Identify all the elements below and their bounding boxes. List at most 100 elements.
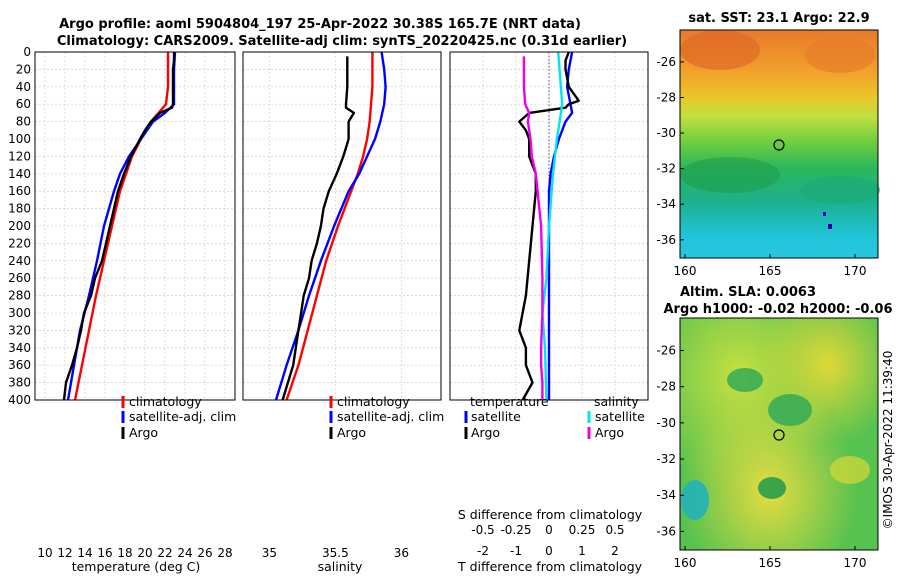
x-tick-label: 35 — [262, 546, 277, 560]
salinity-axes-box — [242, 51, 442, 401]
s-difference-xlabel: S difference from climatology — [458, 507, 643, 522]
lon-tick-label: 160 — [674, 556, 697, 570]
lon-tick-label: 165 — [759, 264, 782, 278]
sst-map-frame — [679, 29, 879, 259]
depth-tick-label: 0 — [23, 45, 31, 59]
sst-cool-patch — [680, 157, 780, 193]
argo-position-marker — [773, 139, 785, 151]
s-tick-label: -0.25 — [500, 523, 531, 537]
depth-tick-labels: 0 20 40 60 80 100 120 140 160 180 200 220 240 260 280 3… — [8, 45, 31, 407]
lat-tick-label: -26 — [656, 343, 676, 357]
depth-tick-label: 280 — [8, 289, 31, 303]
legend-satellite-label: satellite-adj. clim — [129, 409, 236, 424]
salinity-gridlines — [243, 51, 441, 401]
sst-map-title: sat. SST: 23.1 Argo: 22.9 — [688, 11, 869, 26]
x-tick-label: 35.5 — [322, 546, 349, 560]
sst-cool-patch — [800, 176, 880, 204]
sst-map: sat. SST: 23.1 Argo: 22.9 -26 -28 -30 -32 -3… — [656, 11, 880, 278]
lat-tick-label: -34 — [656, 488, 676, 502]
salinity-xlabel: salinity — [318, 559, 363, 574]
depth-tick-label: 20 — [16, 62, 31, 76]
depth-tick-label: 140 — [8, 167, 31, 181]
x-tick-label: 0 — [545, 544, 553, 558]
lat-tick-label: -26 — [656, 55, 676, 69]
x-tick-label: -1 — [510, 544, 522, 558]
lat-tick-label: -36 — [656, 524, 676, 538]
depth-tick-label: 80 — [16, 115, 31, 129]
depth-tick-label: 220 — [8, 236, 31, 250]
lat-tick-label: -30 — [656, 416, 676, 430]
lat-tick-label: -34 — [656, 197, 676, 211]
salinity-panel: 35 35.5 36 salinity climatology satellite-… — [242, 51, 444, 574]
sla-map-title-2: Argo h1000: -0.02 h2000: -0.06 — [663, 302, 892, 317]
series-line-climatology — [73, 52, 170, 401]
legend-argo-label: Argo — [129, 425, 158, 440]
depth-tick-label: 380 — [8, 376, 31, 390]
x-tick-label: 12 — [57, 546, 72, 560]
lat-tick-label: -30 — [656, 126, 676, 140]
series-line-argo — [281, 56, 356, 401]
series-line-argo — [62, 52, 176, 401]
sla-map: Altim. SLA: 0.0063 Argo h1000: -0.02 h20… — [656, 285, 892, 570]
x-tick-label: 36 — [394, 546, 409, 560]
x-tick-label: 28 — [217, 546, 232, 560]
legend-argo-label: Argo — [337, 425, 366, 440]
difference-panel: -2 -1 0 1 2 -0.5 -0.25 0 0.25 0.5 S difference f… — [449, 51, 649, 574]
legend-salinity-heading: salinity — [594, 394, 639, 409]
x-tick-label: 18 — [117, 546, 132, 560]
lon-tick-label: 170 — [844, 264, 867, 278]
temperature-series — [62, 51, 177, 401]
legend-s-argo-label: Argo — [595, 425, 624, 440]
depth-tick-label: 260 — [8, 271, 31, 285]
difference-series — [518, 51, 580, 401]
legend-t-argo-label: Argo — [471, 425, 500, 440]
salinity-series — [274, 51, 387, 401]
sst-axis-ticks: -26 -28 -30 -32 -34 -36 160 165 170 — [656, 55, 866, 278]
temperature-tick-labels: 10 12 14 16 18 20 22 24 26 28 — [37, 546, 232, 560]
sst-cold-pixel — [828, 224, 832, 229]
difference-axes-box — [449, 51, 649, 401]
salinity-tick-labels: 35 35.5 36 — [262, 546, 409, 560]
s-difference-tick-labels: -0.5 -0.25 0 0.25 0.5 — [471, 523, 624, 537]
title-line-1: Argo profile: aoml 5904804_197 25-Apr-20… — [59, 17, 581, 32]
argo-position-marker — [773, 429, 785, 441]
legend-t-satellite-label: satellite — [471, 409, 521, 424]
lon-tick-label: 160 — [674, 264, 697, 278]
sst-warm-patch — [680, 30, 760, 70]
depth-tick-label: 40 — [16, 80, 31, 94]
legend-climatology-label: climatology — [337, 394, 410, 409]
sla-axis-ticks: -26 -28 -30 -32 -34 -36 160 165 170 — [656, 343, 866, 570]
salinity-legend: climatology satellite-adj. clim Argo — [329, 394, 444, 440]
x-tick-label: 1 — [578, 544, 586, 558]
x-tick-label: 2 — [611, 544, 619, 558]
depth-tick-label: 200 — [8, 219, 31, 233]
lat-tick-label: -28 — [656, 380, 676, 394]
depth-tick-label: 320 — [8, 323, 31, 337]
depth-tick-label: 300 — [8, 306, 31, 320]
temperature-gridlines — [35, 51, 235, 401]
x-tick-label: -2 — [477, 544, 489, 558]
lon-tick-label: 165 — [759, 556, 782, 570]
legend-temperature-heading: temperature — [470, 394, 549, 409]
sla-high-patch — [680, 318, 878, 550]
x-tick-label: 26 — [197, 546, 212, 560]
depth-tick-label: 60 — [16, 97, 31, 111]
depth-tick-label: 120 — [8, 149, 31, 163]
sst-warm-patch — [805, 37, 875, 73]
x-tick-label: 22 — [157, 546, 172, 560]
t-difference-xlabel: T difference from climatology — [457, 559, 643, 574]
depth-tick-label: 100 — [8, 132, 31, 146]
imos-credit: ©IMOS 30-Apr-2022 11:39:40 — [881, 351, 895, 530]
s-tick-label: 0.25 — [569, 523, 596, 537]
lat-tick-label: -32 — [656, 162, 676, 176]
sla-map-frame — [679, 317, 879, 551]
depth-tick-label: 360 — [8, 358, 31, 372]
legend-s-satellite-label: satellite — [595, 409, 645, 424]
depth-tick-label: 340 — [8, 341, 31, 355]
sla-map-title-1: Altim. SLA: 0.0063 — [680, 285, 816, 300]
x-tick-label: 16 — [97, 546, 112, 560]
legend-satellite-label: satellite-adj. clim — [337, 409, 444, 424]
t-difference-tick-labels: -2 -1 0 1 2 — [477, 544, 619, 558]
difference-legend: temperature satellite Argo salinity sate… — [464, 394, 645, 440]
sla-high-eddy — [830, 456, 870, 484]
